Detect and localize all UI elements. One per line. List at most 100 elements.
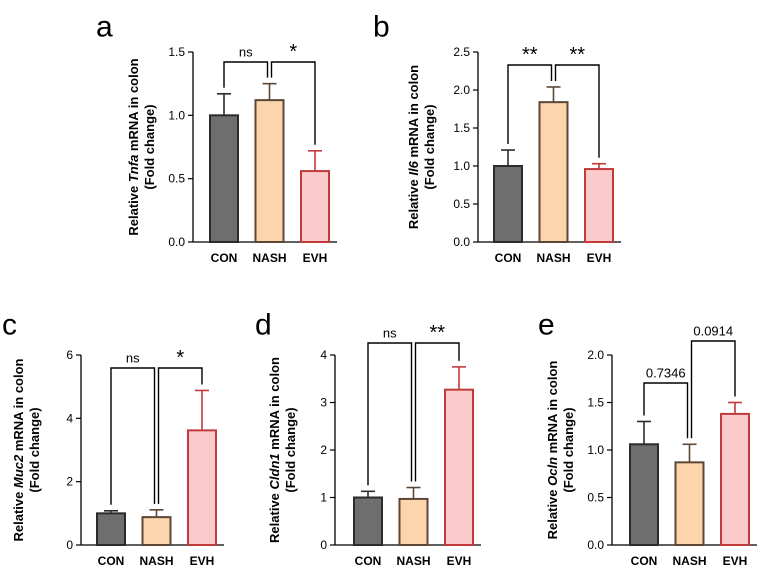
significance-bracket <box>554 64 600 158</box>
category-label: EVH <box>303 251 328 265</box>
significance-bracket <box>690 340 736 439</box>
bar-nash <box>538 101 569 243</box>
y-tick-label: 0.0 <box>453 235 470 249</box>
y-label-prefix: Relative <box>545 486 560 539</box>
category-label: EVH <box>447 554 472 568</box>
significance-bracket <box>110 367 156 505</box>
y-tick-label: 4 <box>66 411 73 425</box>
y-axis-label-line2: (Fold change) <box>422 104 437 189</box>
significance-label: ns <box>383 326 397 341</box>
category-label: EVH <box>723 554 748 568</box>
panel-letter: b <box>373 11 390 44</box>
panel-letter: c <box>2 309 17 342</box>
bar-con <box>629 443 659 546</box>
y-label-suffix: mRNA in colon <box>406 65 421 161</box>
y-tick-label: 2 <box>320 443 327 457</box>
y-tick-label: 0.0 <box>587 538 604 552</box>
category-label: CON <box>631 554 658 568</box>
category-label: NASH <box>672 554 706 568</box>
bar-evh <box>444 388 474 546</box>
y-tick-label: 2.5 <box>453 45 470 59</box>
y-label-prefix: Relative <box>11 488 26 541</box>
category-label: CON <box>98 554 125 568</box>
panel-letter: d <box>255 309 272 342</box>
category-label: NASH <box>536 251 570 265</box>
panel-d: d 0 1 2 3 4 Relative Cldn1 mRNA in colon (Fold … <box>255 309 481 568</box>
y-tick-label: 1 <box>320 491 327 505</box>
bar-evh <box>300 170 330 243</box>
bar-evh <box>187 429 217 546</box>
bar-evh <box>584 168 614 243</box>
category-label: NASH <box>252 251 286 265</box>
panel-b: b 0.0 0.5 1.0 1.5 2.0 2.5 Relative Il6 mRNA in … <box>373 11 621 265</box>
category-label: NASH <box>139 554 173 568</box>
y-tick-label: 1.0 <box>453 159 470 173</box>
category-label: CON <box>355 554 382 568</box>
bar-con <box>353 496 383 546</box>
y-tick-label: 0.5 <box>168 172 185 186</box>
y-tick-label: 1.5 <box>168 45 185 59</box>
y-tick-label: 2.0 <box>453 83 470 97</box>
y-axis-label-line2: (Fold change) <box>561 407 576 492</box>
significance-bracket <box>223 61 269 88</box>
y-label-gene: Muc2 <box>11 454 26 488</box>
y-label-suffix: mRNA in colon <box>11 358 26 454</box>
category-label: CON <box>495 251 522 265</box>
y-tick-label: 0.5 <box>453 197 470 211</box>
y-tick-label: 1.5 <box>453 121 470 135</box>
y-tick-label: 1.0 <box>587 443 604 457</box>
bar-con <box>96 512 126 546</box>
y-tick-label: 6 <box>66 348 73 362</box>
y-axis-label: Relative Il6 mRNA in colon <box>406 65 421 229</box>
y-tick-label: 2 <box>66 475 73 489</box>
category-label: NASH <box>396 554 430 568</box>
panel-c: c 0 2 4 6 Relative Muc2 mRNA in colon (Fold ch… <box>2 309 224 568</box>
y-axis-label: Relative Ocln mRNA in colon <box>545 361 560 540</box>
y-label-gene: Tnfa <box>126 155 141 182</box>
y-axis-label-line2: (Fold change) <box>142 104 157 189</box>
y-tick-label: 0.0 <box>168 235 185 249</box>
y-label-gene: Cldn1 <box>267 453 282 489</box>
significance-bracket <box>507 64 553 145</box>
y-tick-label: 0.5 <box>587 491 604 505</box>
significance-label: 0.0914 <box>693 324 733 339</box>
y-axis-label: Relative Tnfa mRNA in colon <box>126 58 141 235</box>
bar-nash <box>398 497 429 546</box>
panel-e: e 0.0 0.5 1.0 1.5 2.0 Relative Ocln mRNA in co… <box>538 309 757 568</box>
y-label-prefix: Relative <box>267 489 282 542</box>
significance-label: ** <box>569 44 585 66</box>
bar-con <box>209 114 239 243</box>
significance-label: 0.7346 <box>646 366 686 381</box>
category-label: EVH <box>587 251 612 265</box>
panel-letter: a <box>96 11 113 44</box>
y-tick-label: 2.0 <box>587 348 604 362</box>
category-label: EVH <box>190 554 215 568</box>
significance-label: ** <box>429 322 445 344</box>
y-tick-label: 4 <box>320 348 327 362</box>
significance-bracket <box>414 342 460 482</box>
significance-bracket <box>157 367 203 504</box>
significance-bracket <box>367 342 413 486</box>
y-tick-label: 1.5 <box>587 396 604 410</box>
bar-nash <box>254 99 285 243</box>
bar-nash <box>674 461 705 547</box>
y-tick-label: 0 <box>320 538 327 552</box>
y-label-gene: Il6 <box>406 160 421 175</box>
bar-evh <box>720 412 750 546</box>
y-label-gene: Ocln <box>545 457 560 486</box>
significance-label: * <box>289 41 297 63</box>
y-axis-label-line2: (Fold change) <box>283 407 298 492</box>
panel-a: a 0.0 0.5 1.0 1.5 Relative Tnfa mRNA in colon… <box>96 11 337 265</box>
y-axis-label: Relative Cldn1 mRNA in colon <box>267 357 282 543</box>
significance-bracket <box>643 382 689 439</box>
significance-label: ns <box>239 45 253 60</box>
y-tick-label: 3 <box>320 396 327 410</box>
significance-bracket <box>270 61 316 145</box>
y-label-suffix: mRNA in colon <box>267 357 282 453</box>
significance-label: * <box>176 347 184 369</box>
category-label: CON <box>211 251 238 265</box>
y-label-suffix: mRNA in colon <box>126 58 141 154</box>
y-label-prefix: Relative <box>406 176 421 229</box>
y-tick-label: 0 <box>66 538 73 552</box>
